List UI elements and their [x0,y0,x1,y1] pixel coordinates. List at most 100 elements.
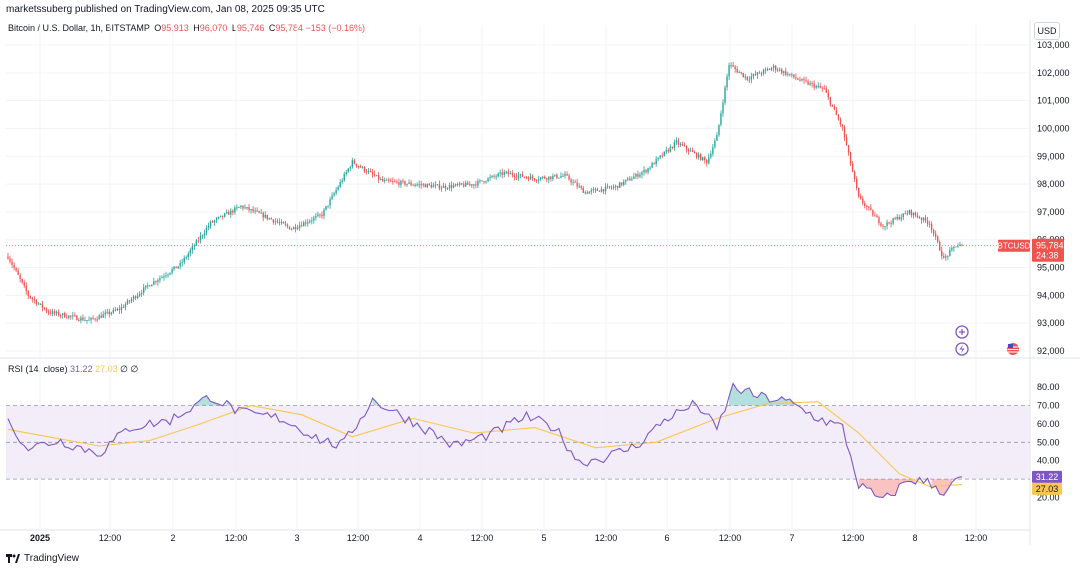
close-label: C [268,23,276,33]
candle-body [706,159,708,164]
candle-body [86,320,88,322]
candle-body [890,223,892,225]
candle-body [957,245,959,247]
candle-body [47,311,50,313]
candle-body [531,176,534,179]
candle-body [96,319,98,321]
candle-body [420,184,422,186]
candle-body [497,173,499,177]
add-indicator-icon[interactable] [955,325,969,339]
candle-body [205,227,208,234]
candle-body [292,227,295,230]
candle-body [39,303,42,305]
candle-body [343,173,345,181]
candle-body [290,229,293,231]
candle-body [714,140,716,148]
currency-button[interactable]: USD [1034,22,1060,40]
candle-body [430,184,433,188]
time-tick-label: 2025 [30,533,50,543]
candle-body [726,76,728,88]
candle-body [189,250,191,254]
candle-body [469,184,471,186]
candle-body [835,109,838,116]
candle-body [550,176,552,179]
candle-body [442,185,445,188]
candle-body [244,207,246,209]
footer: TradingView [6,553,79,564]
candle-body [888,222,890,224]
open-label: O [154,23,162,33]
candle-body [529,176,532,180]
candle-body [853,171,856,179]
symbol-tag-bg [998,239,1030,252]
rsi-tag-value: 31.22 [1036,472,1059,482]
rsi-tick-label: 60.00 [1037,419,1060,429]
candle-body [448,185,451,189]
price-tick-label: 94,000 [1037,290,1065,300]
rsi-band [6,405,1030,480]
candle-body [185,257,187,259]
candle-body [363,166,366,172]
candle-body [600,189,603,192]
candle-body [357,165,360,167]
candle-body [922,217,925,220]
candle-body [177,266,179,269]
candle-body [386,179,388,181]
candle-body [21,278,23,283]
candle-body [590,190,593,192]
candle-body [651,163,653,168]
candle-body [955,246,957,248]
rsi-tick-label: 20.00 [1037,493,1060,503]
candle-body [805,80,807,82]
candle-body [49,312,52,314]
candle-body [37,303,40,305]
candle-body [64,313,66,318]
candle-body [161,276,163,279]
candle-body [215,218,218,221]
candle-body [833,106,836,110]
candle-body [487,178,489,182]
candle-body [114,309,117,311]
candle-body [396,181,398,183]
candle-body [866,205,868,207]
candle-body [112,309,115,313]
candle-body [477,180,479,186]
candle-body [793,74,795,78]
candle-body [562,175,564,177]
candle-body [426,183,428,188]
candle-body [647,168,649,173]
candle-body [535,180,538,182]
candle-body [108,311,110,315]
candle-body [770,68,773,70]
rsi-legend-icons[interactable]: ∅ ∅ [120,364,139,374]
candle-body [629,178,631,181]
candle-body [272,219,275,223]
candle-body [9,258,11,262]
candle-body [870,207,872,210]
candle-body [57,311,60,316]
candle-body [673,142,676,148]
candle-body [84,320,86,322]
candle-body [438,184,441,189]
candle-body [645,169,647,173]
candle-body [505,171,507,173]
candle-body [527,177,530,180]
candle-body [369,171,372,173]
candle-body [195,240,198,246]
candle-body [23,282,25,286]
candle-body [361,166,364,168]
candle-body [80,317,82,321]
candle-body [910,210,913,216]
candle-body [483,181,485,183]
candle-body [621,182,623,185]
time-tick-label: 2 [170,533,175,543]
candle-body [454,184,457,186]
candle-body [781,69,783,73]
candle-body [252,209,254,212]
price-tick-label: 95,000 [1037,263,1065,273]
lightning-icon[interactable] [955,342,969,356]
candlesticks [6,61,1030,324]
candle-body [683,145,686,147]
candle-body [404,181,406,185]
